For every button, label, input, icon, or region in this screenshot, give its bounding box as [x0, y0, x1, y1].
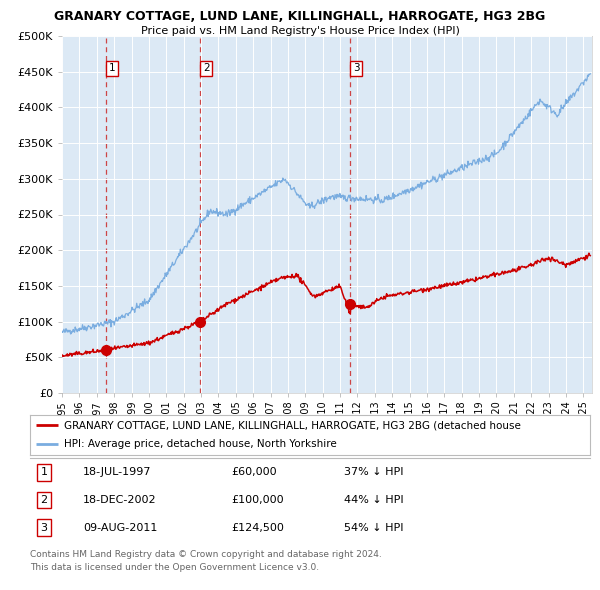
Text: 3: 3 — [353, 63, 359, 73]
Text: 18-JUL-1997: 18-JUL-1997 — [83, 467, 152, 477]
Text: 44% ↓ HPI: 44% ↓ HPI — [344, 495, 403, 505]
Text: Contains HM Land Registry data © Crown copyright and database right 2024.: Contains HM Land Registry data © Crown c… — [30, 550, 382, 559]
Text: 18-DEC-2002: 18-DEC-2002 — [83, 495, 157, 505]
Text: GRANARY COTTAGE, LUND LANE, KILLINGHALL, HARROGATE, HG3 2BG (detached house: GRANARY COTTAGE, LUND LANE, KILLINGHALL,… — [64, 420, 520, 430]
Text: £124,500: £124,500 — [232, 523, 284, 533]
Text: £100,000: £100,000 — [232, 495, 284, 505]
Text: £60,000: £60,000 — [232, 467, 277, 477]
Text: 54% ↓ HPI: 54% ↓ HPI — [344, 523, 403, 533]
Text: 1: 1 — [41, 467, 47, 477]
Text: Price paid vs. HM Land Registry's House Price Index (HPI): Price paid vs. HM Land Registry's House … — [140, 26, 460, 36]
Text: 3: 3 — [41, 523, 47, 533]
Text: 1: 1 — [109, 63, 115, 73]
Text: 37% ↓ HPI: 37% ↓ HPI — [344, 467, 403, 477]
Text: 2: 2 — [40, 495, 47, 505]
Text: HPI: Average price, detached house, North Yorkshire: HPI: Average price, detached house, Nort… — [64, 439, 337, 449]
Text: 09-AUG-2011: 09-AUG-2011 — [83, 523, 158, 533]
Text: This data is licensed under the Open Government Licence v3.0.: This data is licensed under the Open Gov… — [30, 563, 319, 572]
Text: 2: 2 — [203, 63, 209, 73]
Text: GRANARY COTTAGE, LUND LANE, KILLINGHALL, HARROGATE, HG3 2BG: GRANARY COTTAGE, LUND LANE, KILLINGHALL,… — [55, 10, 545, 23]
